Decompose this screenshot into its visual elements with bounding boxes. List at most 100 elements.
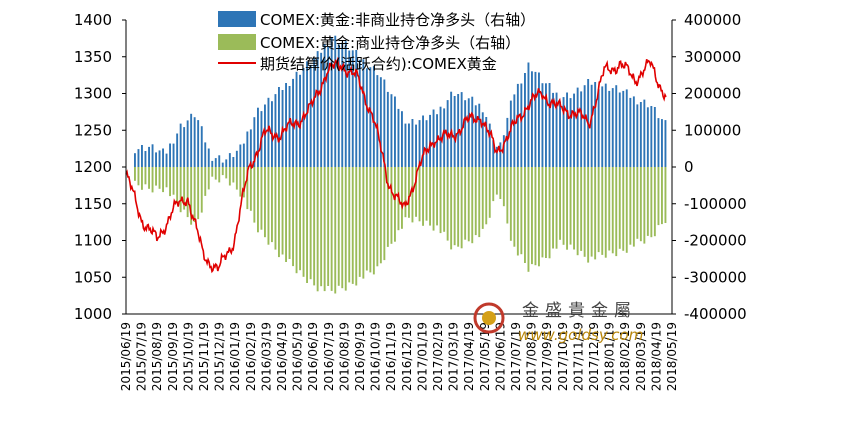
noncommercial-bar: [369, 67, 372, 167]
watermark-url: www.goldsy.com: [518, 326, 643, 344]
commercial-bar: [625, 167, 628, 253]
commercial-bar: [383, 167, 386, 261]
price-line-group: [125, 56, 667, 274]
commercial-bar: [562, 167, 565, 245]
commercial-bar: [358, 167, 361, 277]
x-tick-label: 2017/03/19: [447, 322, 461, 391]
noncommercial-bar: [639, 102, 642, 167]
commercial-bar: [611, 167, 614, 254]
commercial-bar: [436, 167, 438, 226]
noncommercial-bar: [221, 162, 224, 167]
noncommercial-bar: [657, 118, 660, 167]
right-tick-label: 100000: [684, 121, 741, 139]
commercial-bar: [460, 167, 463, 249]
noncommercial-bar: [425, 120, 428, 167]
commercial-bar: [432, 167, 435, 231]
x-tick-label: 2017/07/19: [509, 322, 523, 391]
x-tick-label: 2017/10/19: [556, 322, 570, 391]
noncommercial-bar: [534, 71, 537, 167]
commercial-bar: [509, 167, 512, 241]
commercial-bar: [211, 167, 214, 177]
noncommercial-bar: [394, 96, 396, 167]
watermark: 金盛貴金屬 www.goldsy.com: [473, 301, 643, 344]
noncommercial-bar: [488, 123, 491, 167]
noncommercial-bar: [225, 159, 228, 167]
commercial-bar: [372, 167, 375, 275]
commercial-bar: [615, 167, 618, 257]
noncommercial-bar: [492, 140, 495, 167]
commercial-bar: [653, 167, 656, 237]
noncommercial-bar: [285, 83, 287, 167]
noncommercial-bar: [471, 96, 474, 167]
noncommercial-bar: [643, 99, 646, 167]
noncommercial-bar: [190, 113, 193, 167]
commercial-bar: [253, 167, 256, 223]
commercial-bar: [394, 167, 396, 242]
x-tick-label: 2015/12/19: [213, 322, 227, 391]
left-axis-ticks: 1000 1050 1100 1150 1200 1250 1300 1350 1400: [74, 11, 126, 323]
noncommercial-bar: [365, 68, 368, 167]
commercial-bar: [471, 167, 474, 244]
commercial-bar: [453, 167, 456, 246]
right-tick-label: -300000: [684, 268, 747, 286]
commercial-bars: [134, 167, 667, 294]
noncommercial-bar: [597, 89, 600, 167]
x-tick-label: 2016/03/19: [259, 322, 273, 391]
commercial-bar: [362, 167, 365, 279]
noncommercial-bar: [334, 35, 337, 168]
noncommercial-bar: [253, 117, 256, 167]
commercial-bar: [566, 167, 568, 250]
commercial-bar: [513, 167, 516, 247]
commercial-bar: [320, 167, 323, 287]
x-tick-label: 2018/05/19: [665, 322, 679, 391]
noncommercial-bar: [559, 101, 561, 167]
noncommercial-bar: [583, 85, 586, 167]
noncommercial-bar: [183, 127, 186, 167]
right-tick-label: -400000: [684, 305, 747, 323]
commercial-bar: [274, 167, 277, 250]
commercial-bar: [355, 167, 358, 286]
noncommercial-bar: [661, 119, 663, 167]
x-tick-label: 2017/04/19: [462, 322, 476, 391]
commercial-bar: [141, 167, 143, 190]
noncommercial-bar: [323, 44, 326, 167]
commercial-bar: [618, 167, 621, 249]
noncommercial-bar: [573, 93, 575, 167]
commercial-bar: [643, 167, 646, 244]
noncommercial-bar: [218, 155, 221, 167]
noncommercial-bar: [450, 91, 453, 167]
noncommercial-bar: [348, 50, 351, 167]
right-tick-label: -200000: [684, 232, 747, 250]
x-tick-label: 2018/04/19: [649, 322, 663, 391]
noncommercial-bar: [137, 149, 140, 167]
commercial-bar: [499, 167, 502, 199]
noncommercial-bar: [165, 153, 168, 167]
commercial-bar: [278, 167, 280, 258]
commercial-bar: [411, 167, 414, 223]
commercial-bar: [506, 167, 509, 224]
noncommercial-bar: [594, 82, 597, 167]
commercial-bar: [457, 167, 460, 247]
noncommercial-bar: [541, 83, 544, 167]
commercial-bar: [639, 167, 642, 242]
noncommercial-bar: [636, 104, 639, 167]
noncommercial-bar: [239, 144, 242, 167]
x-tick-label: 2017/01/19: [415, 322, 429, 391]
commercial-bar: [538, 167, 540, 267]
legend: COMEX:黄金:非商业持仓净多头（右轴） COMEX:黄金:商业持仓净多头（右…: [218, 11, 535, 73]
commercial-bar: [527, 167, 530, 272]
commercial-bar: [545, 167, 547, 258]
noncommercial-bar: [545, 83, 547, 167]
commercial-bar: [608, 167, 611, 251]
commercial-bar: [376, 167, 379, 267]
commercial-bar: [232, 167, 235, 183]
x-tick-label: 2017/11/19: [571, 322, 585, 391]
noncommercial-bar: [548, 83, 551, 167]
commercial-bar: [474, 167, 477, 236]
noncommercial-bar: [446, 100, 449, 167]
left-tick-label: 1150: [74, 195, 112, 213]
legend-label-price: 期货结算价(活跃合约):COMEX黄金: [260, 55, 497, 73]
x-tick-label: 2016/11/19: [384, 322, 398, 391]
noncommercial-bar: [376, 75, 379, 167]
